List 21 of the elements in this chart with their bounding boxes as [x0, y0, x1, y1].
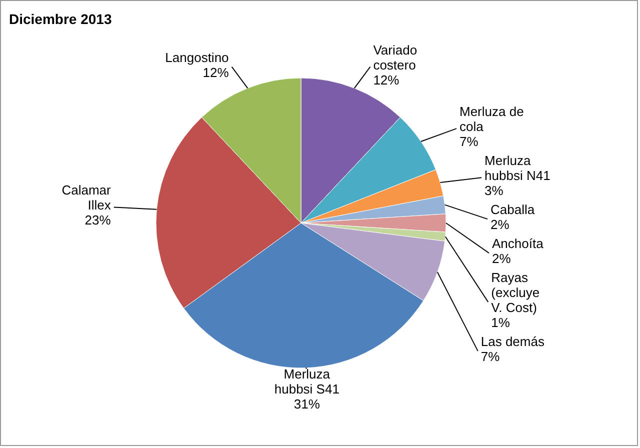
data-label: 3%	[484, 183, 504, 198]
slice-label: Merluza de cola	[459, 104, 524, 134]
data-label: 31%	[294, 396, 320, 412]
slice-label: Merluza hubbsi N41	[484, 153, 550, 184]
data-label: 23%	[84, 212, 112, 228]
chart-title: Diciembre 2013	[9, 11, 112, 27]
slice-label: Anchoíta	[492, 236, 544, 252]
data-label: 2%	[492, 251, 512, 266]
slice-label: Calamar Illex	[62, 182, 112, 213]
data-label: 12%	[202, 64, 230, 80]
slice-label: Variado costero	[373, 42, 418, 72]
slice-label: Langostino	[165, 50, 229, 65]
slice-label: Merluza hubbsi S41	[274, 366, 340, 396]
data-label: 2%	[490, 217, 510, 232]
slice-label: Las demás	[480, 334, 545, 350]
data-label: 1%	[491, 315, 510, 330]
slice-label: Rayas (excluye V. Cost)	[491, 270, 540, 316]
slice-label: Caballa	[490, 202, 536, 218]
data-label: 7%	[480, 349, 500, 364]
data-label: 7%	[459, 134, 479, 150]
data-label: 12%	[373, 72, 400, 88]
